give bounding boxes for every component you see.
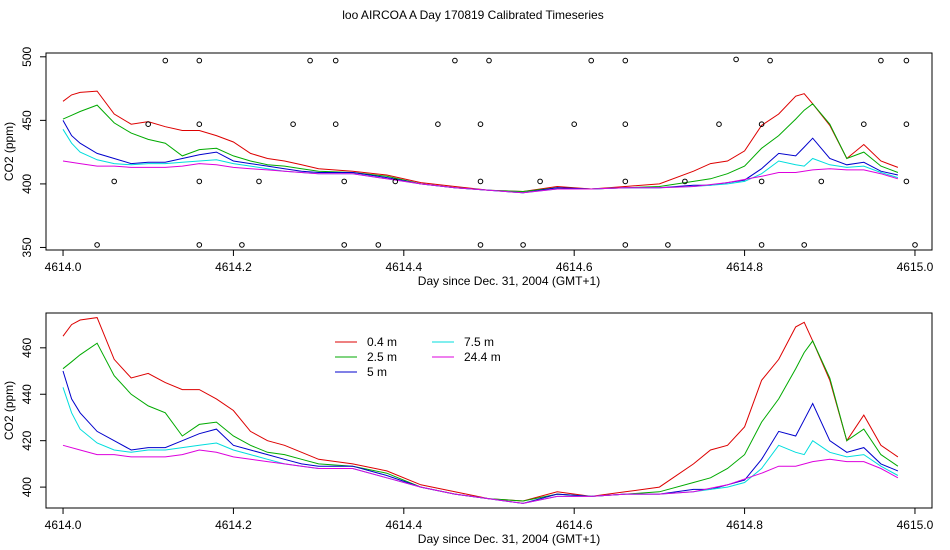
x-axis-label: Day since Dec. 31, 2004 (GMT+1) [418,532,600,546]
y-tick-label: 420 [20,430,34,450]
series-line-0-4-m [62,317,899,502]
x-tick-label: 4615.0 [897,518,934,532]
x-tick-label: 4614.2 [215,260,252,274]
data-point-marker [903,178,910,185]
data-point-marker [435,121,441,127]
x-tick-label: 4614.0 [45,260,82,274]
data-point-marker [477,178,484,185]
data-point-marker [758,121,765,127]
plot-frame [45,52,933,251]
data-point-marker [622,121,629,127]
data-point-marker [758,242,765,248]
y-tick-label: 440 [20,384,34,404]
data-point-marker [622,178,629,185]
legend-label: 0.4 m [367,335,397,349]
series-line-24-4-m [62,160,899,194]
series-line-2-5-m [62,339,899,502]
y-axis-label: CO2 (ppm) [2,122,16,181]
data-point-marker [716,121,722,127]
series-line-24-4-m [62,444,899,504]
x-tick-label: 4615.0 [897,260,934,274]
series-line-0-4-m [62,90,899,193]
x-tick-label: 4614.4 [385,260,422,274]
x-tick-label: 4614.8 [726,260,763,274]
data-point-marker [622,242,629,248]
data-point-marker [196,57,203,64]
data-point-marker [162,57,169,64]
data-point-marker [341,178,348,185]
y-tick-label: 400 [20,174,34,194]
data-point-marker [332,121,339,127]
plot-frame [45,312,933,509]
series-line-2-5-m [62,103,899,193]
data-point-marker [290,121,296,127]
legend-label: 2.5 m [367,350,397,364]
y-tick-label: 400 [20,477,34,497]
data-point-marker [818,178,825,185]
x-tick-label: 4614.6 [556,518,593,532]
x-tick-label: 4614.6 [556,260,593,274]
data-point-marker [477,121,484,127]
data-point-marker [341,242,348,248]
series-line-5-m [62,370,899,504]
x-tick-label: 4614.0 [45,518,82,532]
data-point-marker [733,56,739,63]
data-point-marker [767,57,773,64]
data-point-marker [622,57,629,64]
data-point-marker [665,242,671,248]
data-point-marker [758,178,765,185]
data-point-marker [903,57,910,64]
x-tick-label: 4614.2 [215,518,252,532]
data-point-marker [111,178,117,185]
legend-label: 24.4 m [464,350,501,364]
y-tick-label: 350 [20,237,34,257]
data-point-marker [307,57,313,64]
series-line-7-5-m [62,387,899,504]
data-point-marker [332,57,339,64]
y-tick-label: 450 [20,110,34,130]
bottom-panel: 4614.0 4614.2 4614.4 4614.6 4614.8 4615.0 400 4… [2,312,934,546]
chart-title: loo AIRCOA A Day 170819 Calibrated Times… [342,8,603,22]
data-point-marker [486,57,492,64]
y-tick-label: 460 [20,337,34,357]
data-point-marker [196,242,203,248]
data-point-marker [256,178,262,185]
y-tick-label: 500 [20,46,34,66]
data-point-marker [239,242,245,248]
data-point-marker [682,178,688,185]
legend-label: 5 m [367,365,387,379]
top-panel: 4614.0 4614.2 4614.4 4614.6 4614.8 4615.0 350 4… [2,46,934,288]
x-tick-label: 4614.4 [385,518,422,532]
data-point-marker [912,242,918,248]
data-point-marker [94,242,100,248]
legend-label: 7.5 m [464,335,494,349]
data-point-marker [861,121,867,127]
data-point-marker [520,242,526,248]
data-point-marker [588,57,595,64]
data-point-marker [452,57,458,64]
data-point-marker [145,121,151,127]
x-tick-label: 4614.8 [726,518,763,532]
data-point-marker [392,178,399,185]
data-point-marker [375,242,382,248]
data-point-marker [801,242,808,248]
series-line-5-m [62,120,899,194]
data-point-marker [571,121,578,127]
data-point-marker [196,178,203,185]
data-point-marker [477,242,484,248]
data-point-marker [878,57,884,64]
x-axis-label: Day since Dec. 31, 2004 (GMT+1) [418,274,600,288]
data-point-marker [903,121,910,127]
data-point-marker [537,178,543,185]
y-axis-label: CO2 (ppm) [2,381,16,440]
data-point-marker [196,121,203,127]
